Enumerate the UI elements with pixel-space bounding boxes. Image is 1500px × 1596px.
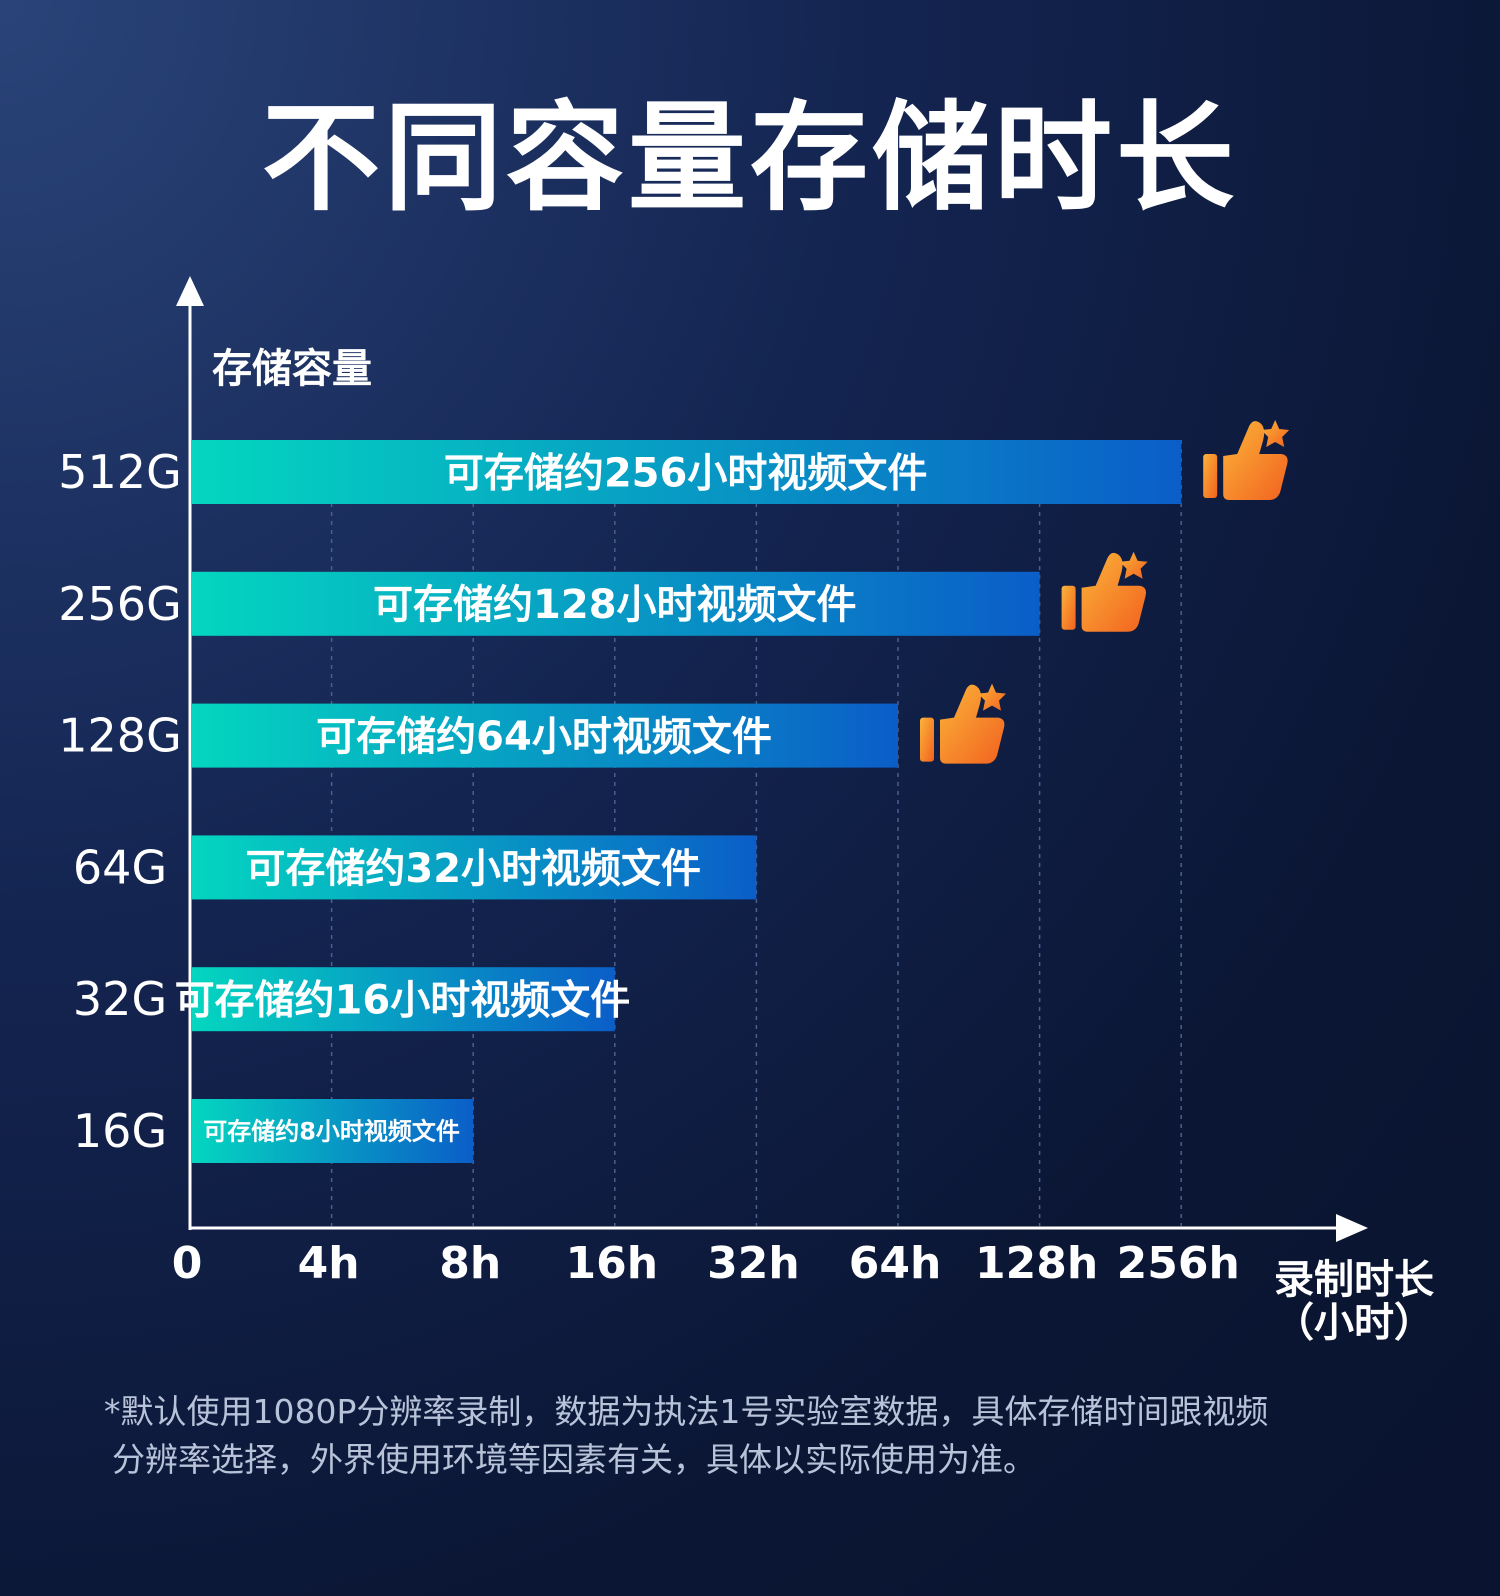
- thumbs-up-star-icon: [1062, 552, 1148, 632]
- x-tick-32h: 32h: [707, 1238, 800, 1289]
- x-tick-labels: 0 4h 8h 16h 32h 64h 128h 256h: [172, 1238, 1240, 1289]
- category-label-512G: 512G: [58, 445, 181, 499]
- bars: 512G 可存储约256小时视频文件 256G 可存储约128小时视频文件 128G 可存…: [58, 440, 1181, 1163]
- x-axis-arrow: [1336, 1214, 1368, 1242]
- x-tick-256h: 256h: [1117, 1238, 1240, 1289]
- bar-label-128G: 可存储约64小时视频文件: [316, 714, 772, 760]
- footnote-line-1: *默认使用1080P分辨率录制，数据为执法1号实验室数据，具体存储时间跟视频: [104, 1388, 1404, 1436]
- bar-label-256G: 可存储约128小时视频文件: [373, 582, 857, 628]
- x-tick-64h: 64h: [849, 1238, 942, 1289]
- x-tick-4h: 4h: [298, 1238, 360, 1289]
- bar-label-512G: 可存储约256小时视频文件: [444, 450, 928, 496]
- bar-label-16G: 可存储约8小时视频文件: [203, 1118, 460, 1146]
- category-label-128G: 128G: [58, 709, 181, 763]
- bar-label-32G: 可存储约16小时视频文件: [175, 978, 631, 1024]
- x-tick-0: 0: [172, 1238, 203, 1289]
- thumbs-up-star-icon: [920, 684, 1006, 764]
- x-axis-title: 录制时长: [1274, 1257, 1434, 1303]
- x-tick-8h: 8h: [439, 1238, 501, 1289]
- bar-label-64G: 可存储约32小时视频文件: [245, 846, 701, 892]
- footnote: *默认使用1080P分辨率录制，数据为执法1号实验室数据，具体存储时间跟视频 分…: [104, 1388, 1404, 1484]
- footnote-line-2: 分辨率选择，外界使用环境等因素有关，具体以实际使用为准。: [104, 1436, 1404, 1484]
- y-axis-arrow: [176, 276, 204, 306]
- thumbs-up-star-icon: [1203, 420, 1289, 500]
- x-tick-16h: 16h: [566, 1238, 659, 1289]
- category-label-64G: 64G: [73, 840, 167, 894]
- y-axis-title: 存储容量: [212, 346, 372, 392]
- category-label-32G: 32G: [73, 972, 167, 1026]
- category-label-16G: 16G: [73, 1104, 167, 1158]
- x-axis-unit: （小时）: [1274, 1300, 1434, 1346]
- x-tick-128h: 128h: [975, 1238, 1098, 1289]
- category-label-256G: 256G: [58, 577, 181, 631]
